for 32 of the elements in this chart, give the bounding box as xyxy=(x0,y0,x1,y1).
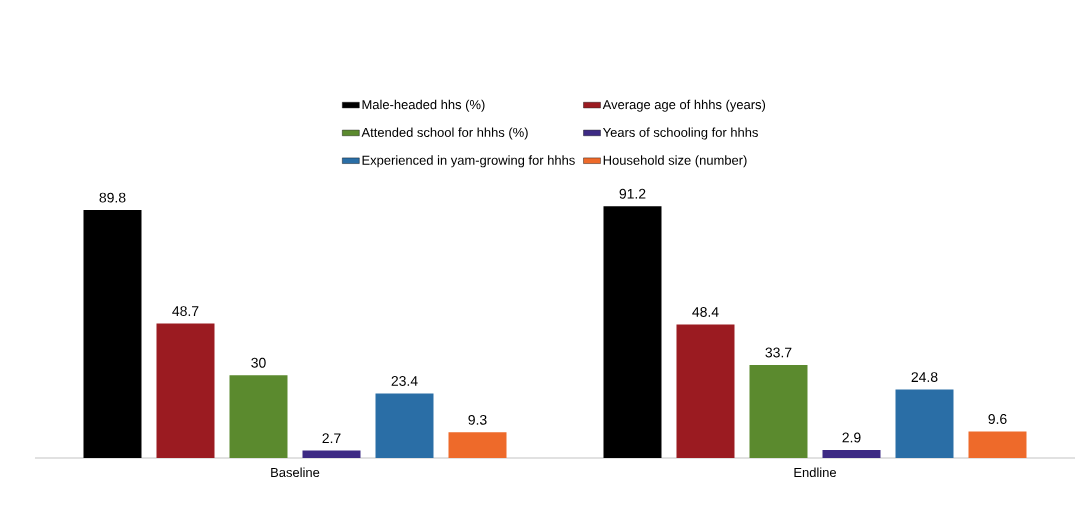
data-label: 9.3 xyxy=(468,414,487,425)
legend-label: Male-headed hhs (%) xyxy=(362,99,485,112)
data-label: 2.7 xyxy=(322,433,341,444)
bar xyxy=(676,324,735,458)
bar xyxy=(895,389,954,458)
legend-label: Average age of hhhs (years) xyxy=(602,99,766,112)
bar xyxy=(229,375,288,458)
legend-label: Experienced in yam-growing for hhhs xyxy=(362,155,575,168)
x-tick-label: Endline xyxy=(794,467,837,478)
data-label: 9.6 xyxy=(988,414,1007,424)
legend-label: Years of schooling for hhhs xyxy=(602,127,758,140)
bar xyxy=(83,210,142,458)
data-label: 30 xyxy=(251,357,266,368)
data-label: 33.7 xyxy=(765,347,792,358)
bar xyxy=(603,206,662,458)
data-label: 48.7 xyxy=(172,306,199,317)
legend-label: Household size (number) xyxy=(603,155,747,168)
data-label: 89.8 xyxy=(99,192,126,203)
bar xyxy=(156,323,215,458)
data-label: 48.4 xyxy=(692,306,719,317)
x-tick-label: Baseline xyxy=(271,467,320,478)
legend-label: Attended school for hhhs (%) xyxy=(361,127,528,140)
bar xyxy=(448,432,507,458)
data-label: 24.8 xyxy=(911,372,938,383)
bar xyxy=(375,393,434,458)
bar xyxy=(749,364,808,458)
data-label: 23.4 xyxy=(391,376,418,386)
bar xyxy=(822,449,881,458)
bar xyxy=(968,431,1027,458)
data-label: 91.2 xyxy=(619,188,646,199)
bar xyxy=(302,450,361,458)
data-label: 2.9 xyxy=(842,432,861,443)
